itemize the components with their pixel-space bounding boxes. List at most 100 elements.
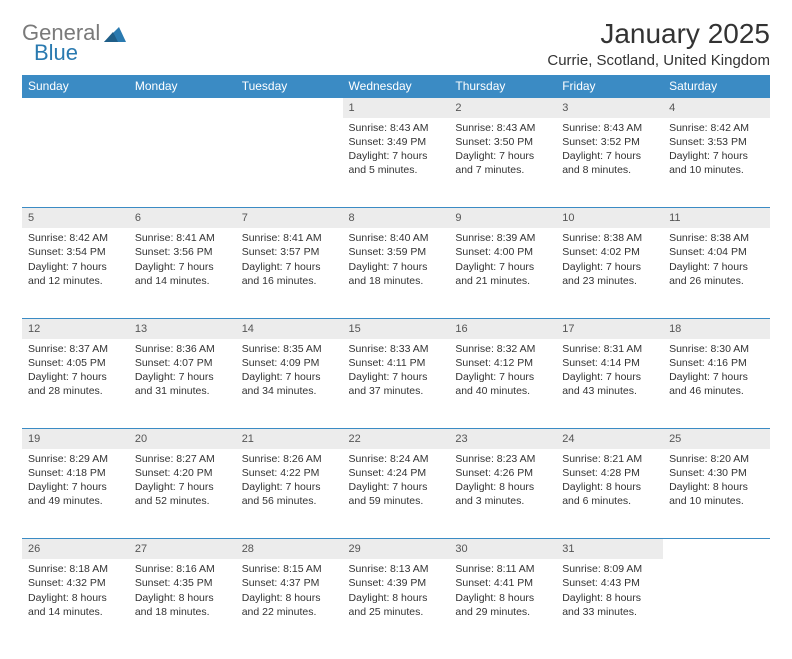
day-cell: Sunrise: 8:09 AMSunset: 4:43 PMDaylight:…: [556, 559, 663, 649]
sunset-line: Sunset: 4:12 PM: [455, 356, 550, 370]
daynum-cell: 11: [663, 208, 770, 228]
day-content: Sunrise: 8:40 AMSunset: 3:59 PMDaylight:…: [343, 228, 450, 294]
daynum-cell: 13: [129, 318, 236, 338]
sunset-line: Sunset: 3:56 PM: [135, 245, 230, 259]
daylight-line: Daylight: 7 hours and 16 minutes.: [242, 260, 337, 288]
daylight-line: Daylight: 7 hours and 43 minutes.: [562, 370, 657, 398]
sunrise-line: Sunrise: 8:09 AM: [562, 562, 657, 576]
day-content: Sunrise: 8:39 AMSunset: 4:00 PMDaylight:…: [449, 228, 556, 294]
daynum-cell: 29: [343, 539, 450, 559]
daynum-cell: 15: [343, 318, 450, 338]
day-cell: Sunrise: 8:43 AMSunset: 3:50 PMDaylight:…: [449, 118, 556, 208]
sunrise-line: Sunrise: 8:33 AM: [349, 342, 444, 356]
daynum-cell: 28: [236, 539, 343, 559]
daynum-cell: 14: [236, 318, 343, 338]
day-cell: Sunrise: 8:24 AMSunset: 4:24 PMDaylight:…: [343, 449, 450, 539]
day-content: Sunrise: 8:16 AMSunset: 4:35 PMDaylight:…: [129, 559, 236, 625]
sunset-line: Sunset: 4:32 PM: [28, 576, 123, 590]
day-cell: Sunrise: 8:11 AMSunset: 4:41 PMDaylight:…: [449, 559, 556, 649]
week-3-content-row: Sunrise: 8:29 AMSunset: 4:18 PM Daylight:…: [22, 449, 770, 539]
day-cell: Sunrise: 8:37 AMSunset: 4:05 PMDaylight:…: [22, 339, 129, 429]
sunrise-line: Sunrise: 8:23 AM: [455, 452, 550, 466]
sunrise-line: Sunrise: 8:31 AM: [562, 342, 657, 356]
daynum-cell: 3: [556, 98, 663, 118]
daynum-cell: 30: [449, 539, 556, 559]
daynum-cell: 4: [663, 98, 770, 118]
sunset-line: Sunset: 3:57 PM: [242, 245, 337, 259]
weekday-monday: Monday: [129, 75, 236, 98]
day-cell: Sunrise: 8:18 AMSunset: 4:32 PMDaylight:…: [22, 559, 129, 649]
day-content: Sunrise: 8:43 AMSunset: 3:50 PMDaylight:…: [449, 118, 556, 184]
calendar-table: SundayMondayTuesdayWednesdayThursdayFrid…: [22, 75, 770, 649]
sunset-line: Sunset: 4:20 PM: [135, 466, 230, 480]
daylight-line: Daylight: 7 hours and 40 minutes.: [455, 370, 550, 398]
daylight-line: Daylight: 8 hours and 33 minutes.: [562, 591, 657, 619]
month-title: January 2025: [547, 18, 770, 50]
daynum-cell: 20: [129, 429, 236, 449]
sunrise-line: Sunrise: 8:27 AM: [135, 452, 230, 466]
sunset-line: Sunset: 3:49 PM: [349, 135, 444, 149]
day-content: Sunrise: 8:20 AMSunset: 4:30 PMDaylight:…: [663, 449, 770, 515]
daynum-cell: 10: [556, 208, 663, 228]
day-content: Sunrise: 8:35 AMSunset: 4:09 PMDaylight:…: [236, 339, 343, 405]
sunrise-line: Sunrise: 8:42 AM: [669, 121, 764, 135]
sunset-line: Sunset: 4:41 PM: [455, 576, 550, 590]
daynum-cell: 2: [449, 98, 556, 118]
sunrise-line: Sunrise: 8:43 AM: [562, 121, 657, 135]
day-cell: Sunrise: 8:16 AMSunset: 4:35 PMDaylight:…: [129, 559, 236, 649]
daylight-line: Daylight: 7 hours and 37 minutes.: [349, 370, 444, 398]
sunrise-line: Sunrise: 8:42 AM: [28, 231, 123, 245]
sunset-line: Sunset: 4:43 PM: [562, 576, 657, 590]
sunset-line: Sunset: 4:35 PM: [135, 576, 230, 590]
daynum-cell: 19: [22, 429, 129, 449]
weekday-tuesday: Tuesday: [236, 75, 343, 98]
weekday-header-row: SundayMondayTuesdayWednesdayThursdayFrid…: [22, 75, 770, 98]
sunrise-line: Sunrise: 8:29 AM: [28, 452, 123, 466]
sunrise-line: Sunrise: 8:39 AM: [455, 231, 550, 245]
daylight-line: Daylight: 7 hours and 18 minutes.: [349, 260, 444, 288]
daynum-cell: 9: [449, 208, 556, 228]
sunrise-line: Sunrise: 8:24 AM: [349, 452, 444, 466]
day-cell: Sunrise: 8:26 AMSunset: 4:22 PMDaylight:…: [236, 449, 343, 539]
day-cell: Sunrise: 8:35 AMSunset: 4:09 PMDaylight:…: [236, 339, 343, 429]
day-cell: Sunrise: 8:40 AMSunset: 3:59 PMDaylight:…: [343, 228, 450, 318]
daynum-cell: 26: [22, 539, 129, 559]
sunset-line: Sunset: 4:04 PM: [669, 245, 764, 259]
weekday-friday: Friday: [556, 75, 663, 98]
day-content: Sunrise: 8:33 AMSunset: 4:11 PMDaylight:…: [343, 339, 450, 405]
daylight-line: Daylight: 7 hours and 14 minutes.: [135, 260, 230, 288]
sunset-line: Sunset: 3:59 PM: [349, 245, 444, 259]
day-content: Sunrise: 8:23 AMSunset: 4:26 PMDaylight:…: [449, 449, 556, 515]
daylight-line: Daylight: 8 hours and 25 minutes.: [349, 591, 444, 619]
daynum-cell: 31: [556, 539, 663, 559]
day-cell: Sunrise: 8:42 AMSunset: 3:53 PMDaylight:…: [663, 118, 770, 208]
week-1-content-row: Sunrise: 8:42 AMSunset: 3:54 PMDaylight:…: [22, 228, 770, 318]
sunrise-line: Sunrise: 8:11 AM: [455, 562, 550, 576]
day-content: Sunrise: 8:38 AMSunset: 4:04 PMDaylight:…: [663, 228, 770, 294]
daylight-line: Daylight: 7 hours and 23 minutes.: [562, 260, 657, 288]
sunrise-line: Sunrise: 8:15 AM: [242, 562, 337, 576]
daylight-line: Daylight: 8 hours and 6 minutes.: [562, 480, 657, 508]
week-4-content-row: Sunrise: 8:18 AMSunset: 4:32 PMDaylight:…: [22, 559, 770, 649]
daynum-cell: [129, 98, 236, 118]
weekday-sunday: Sunday: [22, 75, 129, 98]
daynum-cell: 27: [129, 539, 236, 559]
sunset-line: Sunset: 4:00 PM: [455, 245, 550, 259]
daynum-cell: 24: [556, 429, 663, 449]
sunrise-line: Sunrise: 8:32 AM: [455, 342, 550, 356]
daynum-cell: [22, 98, 129, 118]
daynum-cell: 5: [22, 208, 129, 228]
day-cell: Sunrise: 8:38 AMSunset: 4:02 PMDaylight:…: [556, 228, 663, 318]
sunrise-line: Sunrise: 8:40 AM: [349, 231, 444, 245]
daylight-line: Daylight: 7 hours and 10 minutes.: [669, 149, 764, 177]
day-cell: Sunrise: 8:43 AMSunset: 3:52 PMDaylight:…: [556, 118, 663, 208]
day-content: Sunrise: 8:38 AMSunset: 4:02 PMDaylight:…: [556, 228, 663, 294]
sunset-line: Sunset: 4:28 PM: [562, 466, 657, 480]
daylight-line: Daylight: 8 hours and 3 minutes.: [455, 480, 550, 508]
day-content: Sunrise: 8:32 AMSunset: 4:12 PMDaylight:…: [449, 339, 556, 405]
sunset-line: Sunset: 4:18 PM: [28, 466, 123, 480]
daynum-cell: [663, 539, 770, 559]
daylight-line: Daylight: 7 hours and 56 minutes.: [242, 480, 337, 508]
daynum-cell: [236, 98, 343, 118]
day-cell: Sunrise: 8:15 AMSunset: 4:37 PMDaylight:…: [236, 559, 343, 649]
